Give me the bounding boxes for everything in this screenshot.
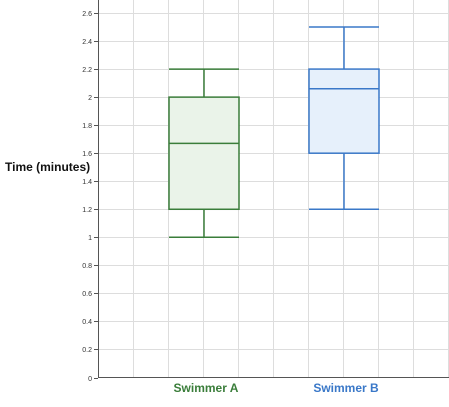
y-tick-label: 2.4 xyxy=(82,39,92,46)
box-swimmer-a xyxy=(168,68,240,239)
category-label: Swimmer A xyxy=(174,381,239,395)
box-swimmer-b xyxy=(308,26,380,211)
category-label: Swimmer B xyxy=(313,381,379,395)
y-tick-label: 2.6 xyxy=(82,11,92,18)
axes xyxy=(94,0,449,379)
y-tick-label: 0.8 xyxy=(82,263,92,270)
y-tick-label: 2 xyxy=(88,95,92,102)
y-tick-label: 0.2 xyxy=(82,347,92,354)
y-tick-label: 0.6 xyxy=(82,291,92,298)
box-iqr xyxy=(308,68,380,154)
y-tick-label: 1.4 xyxy=(82,179,92,186)
grid xyxy=(98,0,449,378)
y-tick-label: 0 xyxy=(88,376,92,383)
y-axis-label: Time (minutes) xyxy=(5,160,90,174)
y-tick-label: 1.6 xyxy=(82,151,92,158)
y-tick-label: 2.2 xyxy=(82,67,92,74)
labels: 0 0.2 0.4 0.6 0.8 1 1.2 1.4 1.6 1.8 2 2.2 2.4 2.6 Time… xyxy=(5,11,379,395)
boxes xyxy=(168,26,380,239)
box-iqr xyxy=(168,96,240,211)
y-tick-label: 0.4 xyxy=(82,319,92,326)
y-tick-label: 1.8 xyxy=(82,123,92,130)
y-tick-label: 1.2 xyxy=(82,207,92,214)
y-tick-label: 1 xyxy=(88,235,92,242)
